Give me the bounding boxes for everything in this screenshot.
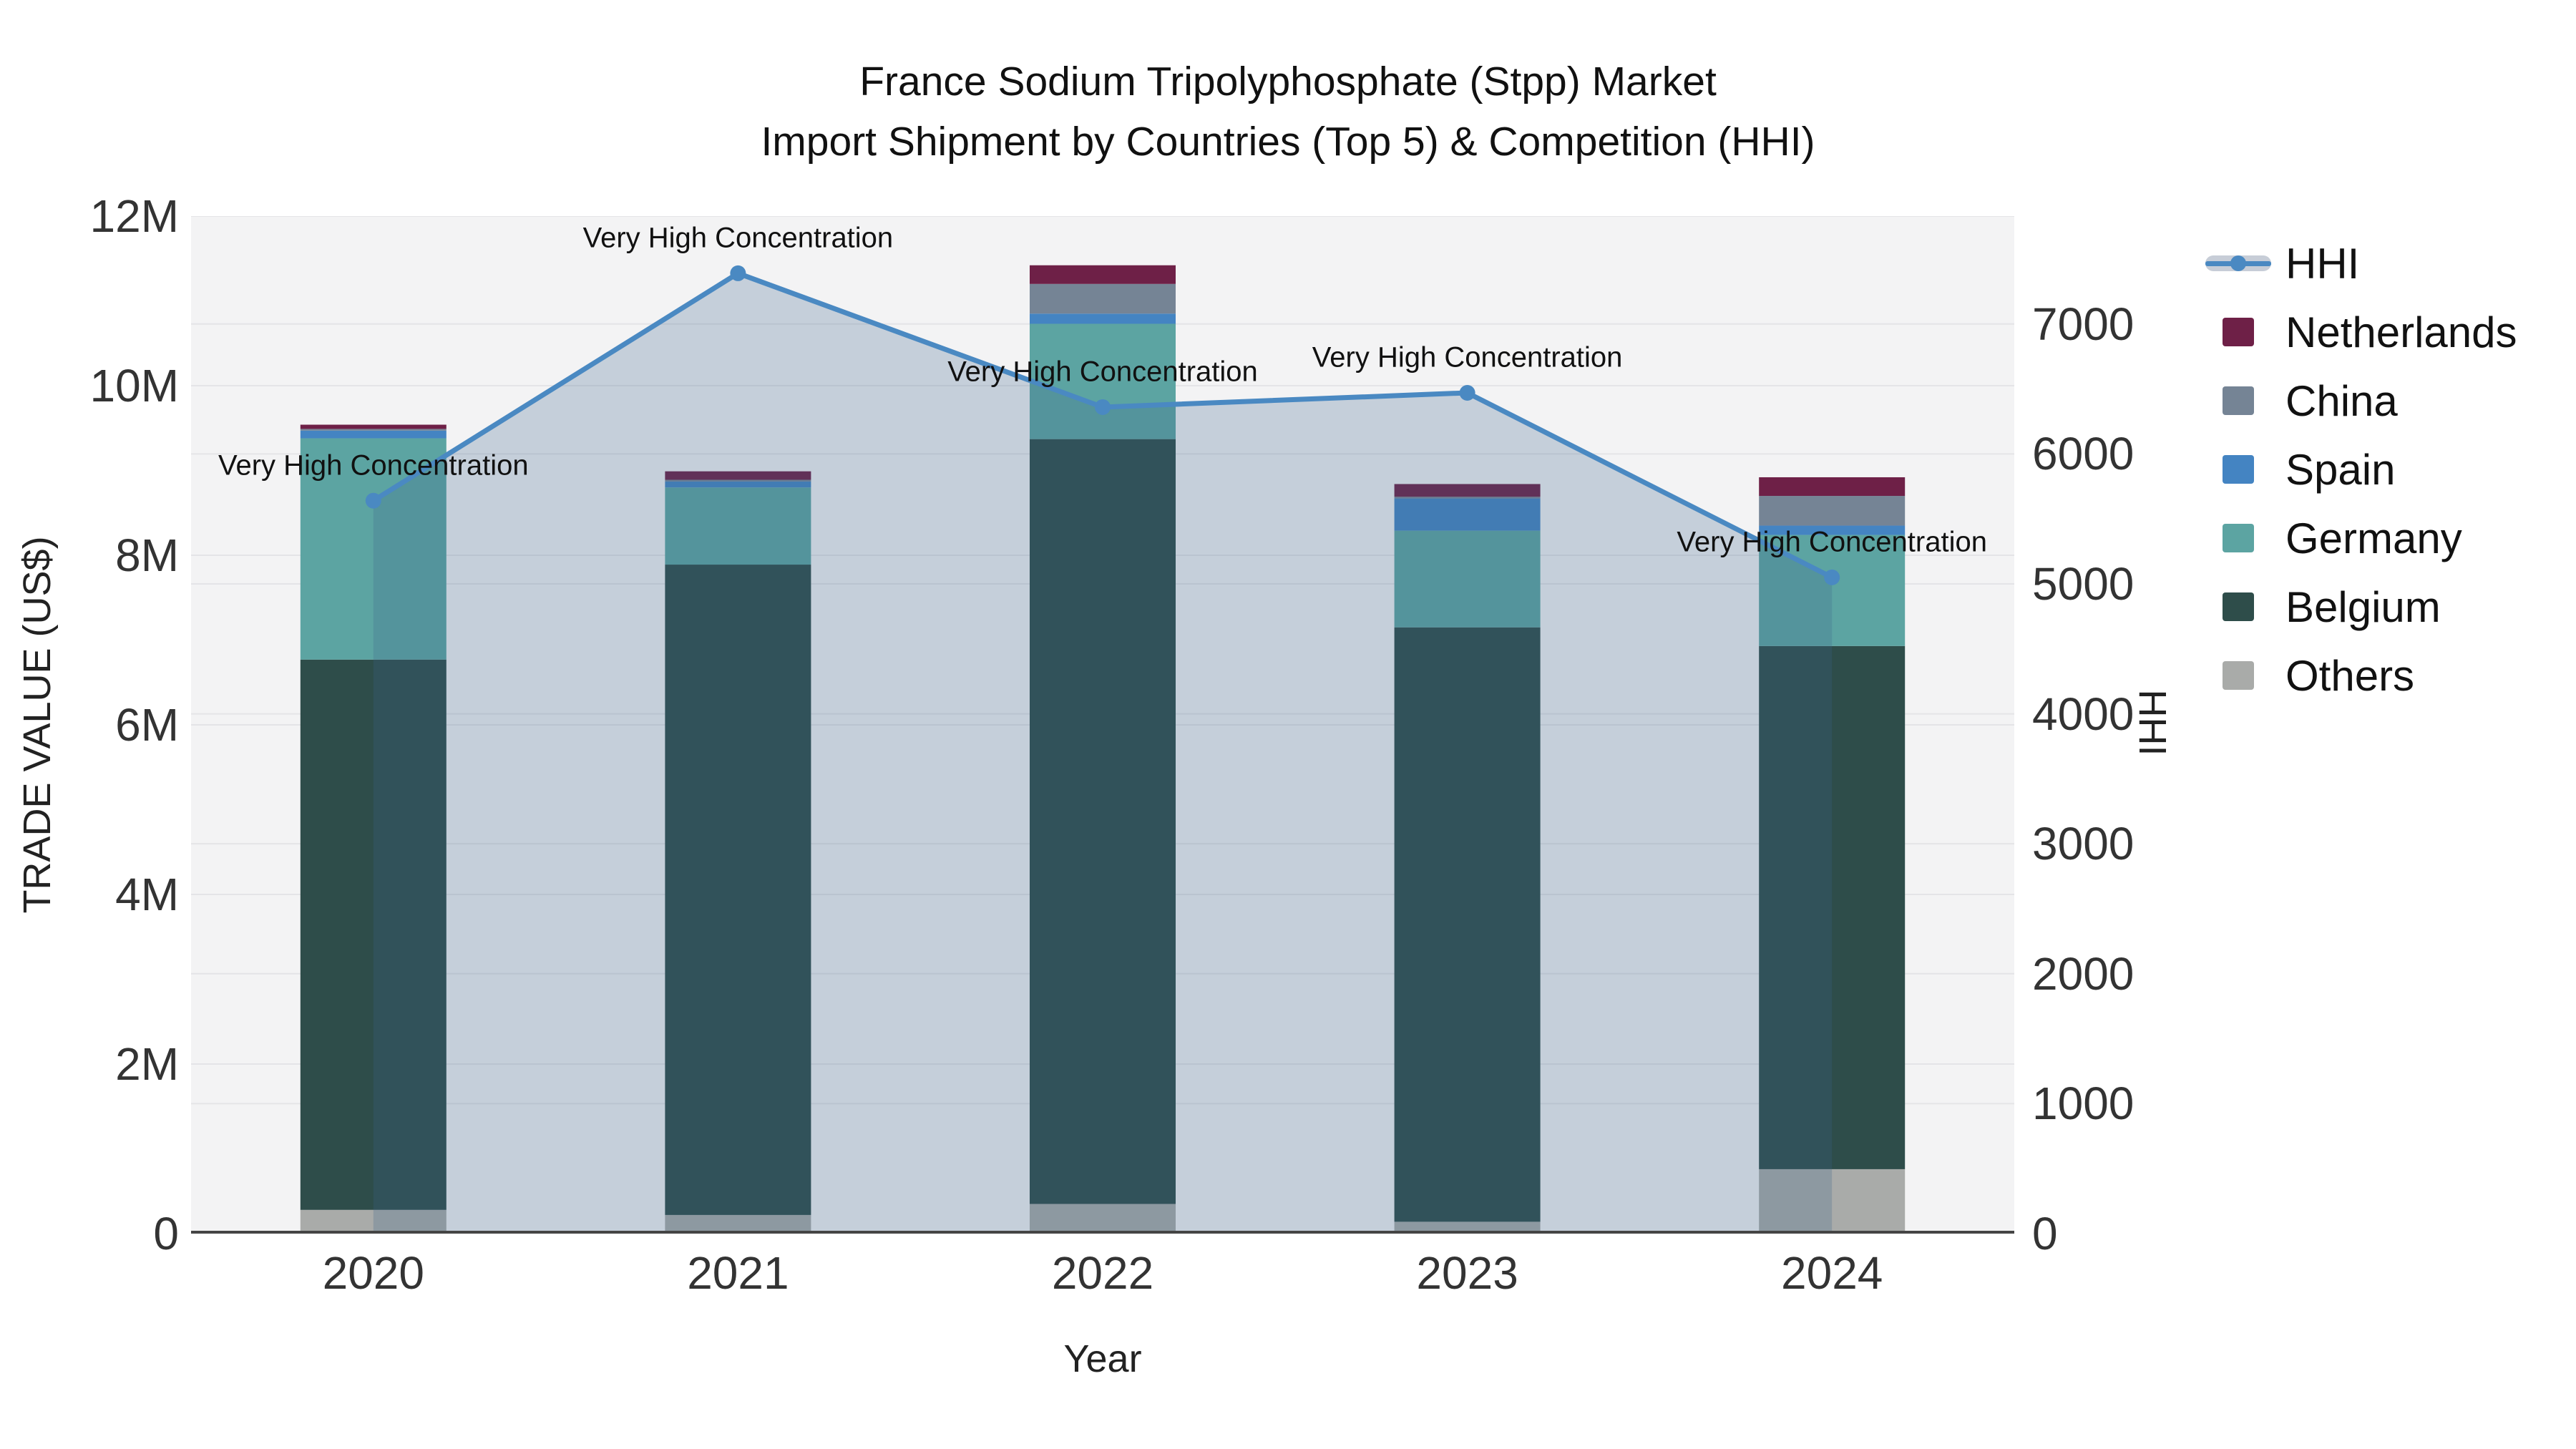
bar-segment-germany-2021 xyxy=(665,487,811,565)
yaxis-right-tick-7000: 7000 xyxy=(2032,298,2135,350)
yaxis-right-tick-6000: 6000 xyxy=(2032,428,2135,480)
bar-segment-netherlands-2023 xyxy=(1394,484,1541,497)
hhi-marker-2021 xyxy=(730,265,746,281)
annotation-2021: Very High Concentration xyxy=(582,222,894,254)
xaxis-tick-2020: 2020 xyxy=(322,1247,424,1299)
spain-color-swatch xyxy=(2223,455,2254,484)
chart-title-line1: France Sodium Tripolyphosphate (Stpp) Ma… xyxy=(859,59,1717,104)
legend-item-spain[interactable]: Spain xyxy=(2205,435,2517,504)
hhi-area-fill xyxy=(373,273,1833,1234)
legend-label-belgium: Belgium xyxy=(2285,582,2441,631)
bar-segment-germany-2022 xyxy=(1030,323,1176,439)
xaxis-tick-2024: 2024 xyxy=(1781,1247,1883,1299)
hhi-marker-2022 xyxy=(1095,399,1111,415)
xaxis-title: Year xyxy=(1063,1337,1142,1380)
bar-segment-others-2024 xyxy=(1759,1169,1906,1234)
bar-segment-belgium-2020 xyxy=(300,659,447,1210)
bar-segment-belgium-2021 xyxy=(665,565,811,1215)
legend-swatch-slot xyxy=(2205,255,2271,271)
bar-segment-china-2024 xyxy=(1759,496,1906,526)
plot-canvas xyxy=(191,216,2014,1234)
bar-segment-china-2021 xyxy=(665,479,811,482)
legend-label-spain: Spain xyxy=(2285,445,2396,494)
hhi-marker-2020 xyxy=(365,492,381,509)
bar-segment-germany-2023 xyxy=(1394,530,1541,628)
xaxis-tick-2021: 2021 xyxy=(687,1247,789,1299)
china-color-swatch xyxy=(2223,386,2254,415)
annotation-2022: Very High Concentration xyxy=(947,356,1258,388)
legend-swatch-slot xyxy=(2205,592,2271,621)
annotation-2020: Very High Concentration xyxy=(218,449,529,482)
legend-label-hhi: HHI xyxy=(2285,239,2360,288)
yaxis-left-tick-10M: 10M xyxy=(89,360,180,411)
legend-label-china: China xyxy=(2285,376,2398,425)
bar-segment-netherlands-2022 xyxy=(1030,265,1176,284)
bar-segment-belgium-2023 xyxy=(1394,627,1541,1222)
yaxis-right-tick-2000: 2000 xyxy=(2032,947,2135,1000)
bar-segment-spain-2024 xyxy=(1759,525,1906,535)
bar-segment-others-2020 xyxy=(300,1209,447,1234)
legend-item-china[interactable]: China xyxy=(2205,366,2517,435)
yaxis-left-tick-8M: 8M xyxy=(115,530,179,581)
yaxis-left-tick-0: 0 xyxy=(153,1208,179,1259)
chart-title: France Sodium Tripolyphosphate (Stpp) Ma… xyxy=(286,52,2290,172)
legend-item-netherlands[interactable]: Netherlands xyxy=(2205,298,2517,366)
legend-swatch-slot xyxy=(2205,524,2271,552)
bar-segment-china-2022 xyxy=(1030,283,1176,314)
yaxis-right-tick-1000: 1000 xyxy=(2032,1078,2135,1130)
hhi-marker-2024 xyxy=(1824,569,1840,585)
yaxis-right-tick-0: 0 xyxy=(2032,1208,2058,1259)
others-color-swatch xyxy=(2223,661,2254,690)
bar-segment-spain-2021 xyxy=(665,481,811,488)
bar-segment-spain-2020 xyxy=(300,430,447,439)
bar-segment-belgium-2022 xyxy=(1030,439,1176,1204)
bar-segment-belgium-2024 xyxy=(1759,645,1906,1169)
yaxis-left-title: TRADE VALUE (US$) xyxy=(16,536,59,914)
bar-segment-others-2022 xyxy=(1030,1204,1176,1234)
yaxis-left-tick-6M: 6M xyxy=(115,699,179,751)
bar-segment-netherlands-2020 xyxy=(300,424,447,429)
netherlands-color-swatch xyxy=(2223,318,2254,346)
germany-color-swatch xyxy=(2223,524,2254,552)
legend-swatch-slot xyxy=(2205,455,2271,484)
legend-swatch-slot xyxy=(2205,386,2271,415)
bar-segment-others-2023 xyxy=(1394,1221,1541,1234)
legend-swatch-slot xyxy=(2205,661,2271,690)
bar-segment-netherlands-2021 xyxy=(665,471,811,480)
legend-item-others[interactable]: Others xyxy=(2205,641,2517,710)
legend: HHI Netherlands China Spain Germany Belgium Ot… xyxy=(2205,229,2517,710)
yaxis-left-tick-12M: 12M xyxy=(89,190,180,242)
yaxis-right-tick-4000: 4000 xyxy=(2032,688,2135,740)
legend-label-others: Others xyxy=(2285,651,2415,700)
yaxis-left-tick-2M: 2M xyxy=(115,1038,179,1090)
bar-segment-others-2021 xyxy=(665,1214,811,1234)
belgium-color-swatch xyxy=(2223,592,2254,621)
yaxis-right-tick-5000: 5000 xyxy=(2032,557,2135,610)
legend-label-netherlands: Netherlands xyxy=(2285,308,2517,356)
legend-item-hhi[interactable]: HHI xyxy=(2205,229,2517,298)
bar-segment-spain-2022 xyxy=(1030,313,1176,324)
bar-segment-china-2020 xyxy=(300,429,447,431)
xaxis-tick-2022: 2022 xyxy=(1051,1247,1154,1299)
legend-label-germany: Germany xyxy=(2285,514,2462,562)
hhi-line-swatch-icon xyxy=(2205,255,2271,271)
legend-item-germany[interactable]: Germany xyxy=(2205,504,2517,572)
bar-segment-china-2023 xyxy=(1394,497,1541,499)
annotation-2023: Very High Concentration xyxy=(1312,341,1623,374)
hhi-marker-glyph xyxy=(2230,255,2246,271)
bar-segment-spain-2023 xyxy=(1394,498,1541,531)
chart-title-line2: Import Shipment by Countries (Top 5) & C… xyxy=(761,119,1815,165)
bar-segment-netherlands-2024 xyxy=(1759,477,1906,497)
yaxis-right-title: HHI xyxy=(2131,689,2174,756)
legend-item-belgium[interactable]: Belgium xyxy=(2205,572,2517,641)
yaxis-right-tick-3000: 3000 xyxy=(2032,818,2135,870)
hhi-marker-2023 xyxy=(1459,384,1475,401)
legend-swatch-slot xyxy=(2205,318,2271,346)
annotation-2024: Very High Concentration xyxy=(1677,526,1987,558)
xaxis-tick-2023: 2023 xyxy=(1416,1247,1518,1299)
yaxis-left-tick-4M: 4M xyxy=(115,869,179,920)
bar-segment-germany-2020 xyxy=(300,438,447,660)
